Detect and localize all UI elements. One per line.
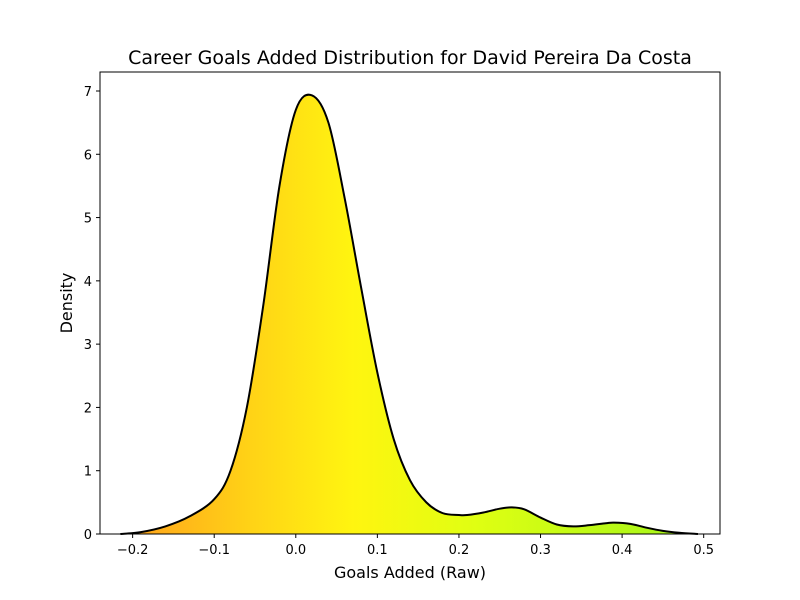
x-tick-label: 0.4 [612,543,633,558]
y-tick-label: 6 [84,148,92,163]
density-curve-line [120,93,699,535]
x-tick-label: 0.2 [449,543,470,558]
y-tick-label: 4 [84,275,92,290]
y-tick-label: 0 [84,528,92,543]
y-tick-label: 7 [84,85,92,100]
chart-title: Career Goals Added Distribution for Davi… [128,47,692,69]
y-tick-label: 1 [84,465,92,480]
x-axis: −0.2 −0.1 0.0 0.1 0.2 0.3 0.4 0.5 [117,534,714,558]
x-tick-label: 0.3 [530,543,551,558]
x-tick-label: −0.1 [198,543,230,558]
y-tick-label: 2 [84,401,92,416]
x-tick-label: 0.5 [693,543,714,558]
axes-frame [99,71,721,535]
y-axis-label: Density [57,273,76,334]
x-axis-label: Goals Added (Raw) [334,563,486,582]
y-axis: 0 1 2 3 4 5 6 7 [84,85,100,543]
y-tick-label: 3 [84,338,92,353]
plot-area [120,93,699,535]
x-tick-label: 0.0 [285,543,306,558]
x-tick-label: −0.2 [117,543,149,558]
x-tick-label: 0.1 [367,543,388,558]
density-area-fill [120,94,698,534]
y-tick-label: 5 [84,212,92,227]
